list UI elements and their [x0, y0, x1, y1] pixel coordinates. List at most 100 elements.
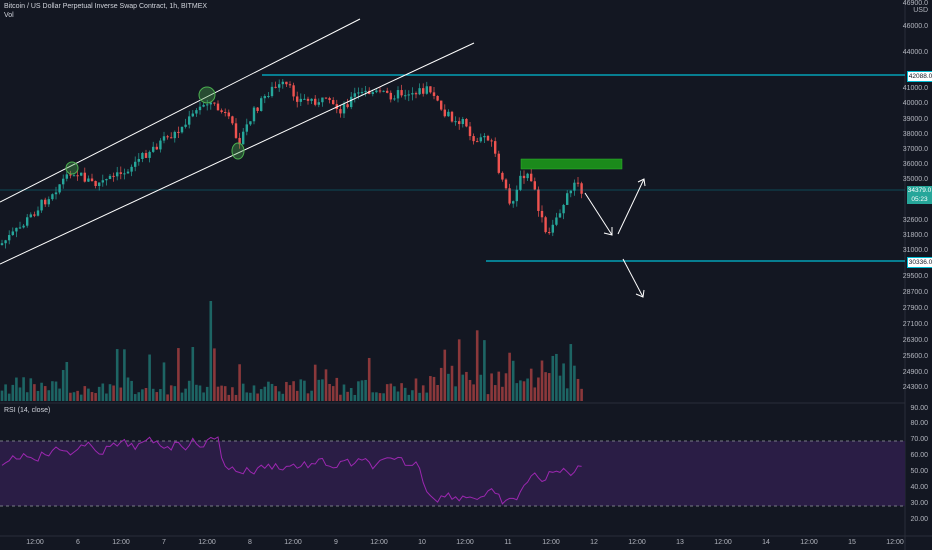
volume-bar — [43, 386, 47, 401]
time-axis-tick: 12:00 — [26, 539, 44, 546]
candle-body — [483, 135, 486, 138]
volume-bar — [331, 386, 335, 401]
arrow-down-1[interactable] — [584, 192, 613, 236]
rsi-axis-tick: 40.00 — [910, 484, 928, 491]
rsi-axis-tick: 90.00 — [910, 405, 928, 412]
volume-bar — [335, 377, 339, 401]
candle-body — [479, 137, 482, 142]
volume-bar — [76, 390, 79, 401]
arrowhead — [603, 227, 613, 236]
candle-body — [414, 93, 418, 95]
touch-circle[interactable] — [231, 142, 245, 160]
volume-bar — [166, 394, 169, 401]
rsi-label: RSI (14, close) — [4, 407, 51, 414]
time-axis-tick: 15 — [848, 539, 856, 546]
volume-bar — [148, 354, 151, 401]
volume-bar — [72, 392, 76, 401]
volume-bar — [432, 376, 436, 401]
price-axis-tick: 25600.0 — [902, 353, 928, 360]
channel-lower-line[interactable] — [0, 42, 475, 265]
rsi-axis-tick: 50.00 — [910, 468, 928, 475]
candle-body — [472, 136, 475, 142]
channel-upper-line[interactable] — [0, 18, 361, 203]
time-axis-tick: 6 — [76, 539, 80, 546]
candle-body — [476, 141, 479, 143]
candle-body — [522, 175, 526, 179]
candle-body — [540, 210, 544, 218]
time-axis-tick: 7 — [162, 539, 166, 546]
price-axis-tick: 24300.0 — [902, 384, 928, 391]
price-axis-tick: 27100.0 — [902, 321, 928, 328]
volume-bar — [349, 388, 353, 401]
candle-body — [144, 153, 148, 158]
candle-body — [544, 217, 547, 233]
candle-body — [371, 92, 374, 95]
candle-body — [252, 107, 256, 122]
supply-zone[interactable] — [520, 158, 623, 170]
volume-bar — [454, 386, 457, 401]
price-axis-tick: 27900.0 — [902, 305, 928, 312]
volume-bar — [177, 348, 180, 401]
volume-bar — [385, 384, 389, 401]
candle-body — [231, 116, 234, 124]
volume-bar — [508, 352, 511, 401]
price-axis-tick: 46000.0 — [902, 23, 928, 30]
candle-body — [94, 181, 97, 187]
volume-bar — [303, 380, 306, 401]
volume-bar — [540, 360, 544, 401]
candle-body — [555, 217, 558, 225]
volume-bar — [292, 381, 295, 401]
volume-bar — [4, 384, 7, 401]
volume-bar — [285, 381, 288, 401]
volume-bar — [97, 386, 101, 401]
volume-bar — [576, 378, 580, 401]
candle-body — [375, 90, 378, 93]
candle-body — [292, 85, 295, 97]
volume-bar — [310, 390, 313, 401]
rsi-axis-tick: 20.00 — [910, 516, 928, 523]
candle-body — [90, 178, 94, 182]
volume-bar — [479, 374, 483, 401]
volume-bar — [133, 394, 137, 401]
volume-bar — [526, 378, 529, 401]
candle-body — [508, 188, 511, 204]
projection-arrows[interactable] — [584, 178, 646, 298]
volume-bar — [263, 386, 267, 401]
volume-bar — [51, 381, 54, 401]
candle-body — [339, 109, 342, 114]
arrow-down-2[interactable] — [622, 258, 644, 298]
candle-body — [184, 124, 187, 127]
top-price-label: 46900.0 — [902, 0, 928, 7]
volume-bar — [69, 392, 72, 401]
candle-body — [296, 96, 299, 102]
touch-circle[interactable] — [198, 86, 216, 104]
price-axis-tick: 24900.0 — [902, 369, 928, 376]
volume-bar — [241, 383, 245, 401]
candlesticks — [0, 79, 583, 249]
candle-body — [29, 214, 32, 218]
time-axis-tick: 9 — [334, 539, 338, 546]
time-axis-tick: 13 — [676, 539, 684, 546]
volume-bar — [357, 381, 360, 401]
candle-body — [162, 136, 166, 141]
volume-bar — [393, 386, 396, 401]
volume-bar — [389, 383, 393, 401]
candle-body — [342, 104, 346, 114]
volume-bar — [101, 383, 105, 401]
volume-bar — [313, 364, 317, 401]
candle-body — [227, 112, 230, 117]
price-axis-tick: 39000.0 — [902, 116, 928, 123]
volume-bar — [162, 362, 166, 401]
candle-body — [382, 90, 385, 92]
candle-body — [58, 184, 61, 193]
candle-body — [422, 88, 425, 94]
arrowhead — [635, 289, 645, 298]
candle-body — [170, 137, 173, 139]
arrow-up[interactable] — [617, 178, 645, 235]
volume-bar — [472, 384, 475, 401]
volume-bar — [555, 353, 558, 401]
candle-body — [360, 92, 364, 94]
touch-circle[interactable] — [65, 161, 79, 175]
